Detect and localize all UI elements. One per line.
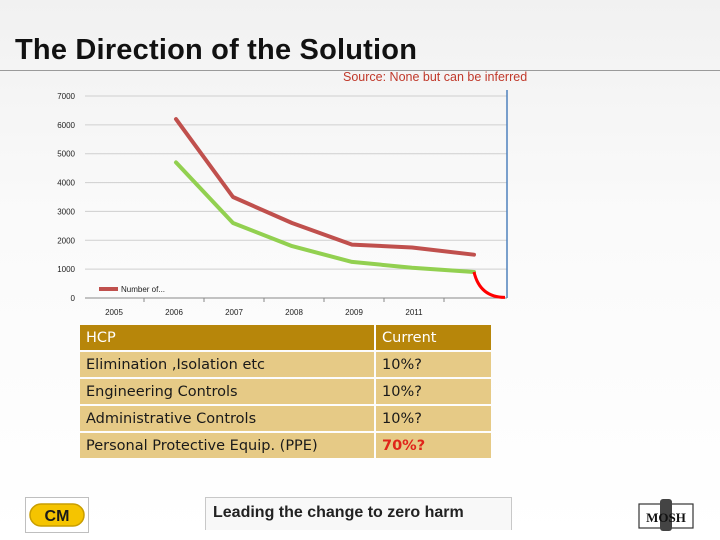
y-tick-label: 6000 bbox=[57, 121, 75, 130]
y-tick-label: 4000 bbox=[57, 179, 75, 188]
y-tick-label: 0 bbox=[71, 294, 76, 303]
table-cell-value-highlight: 70%? bbox=[376, 433, 491, 458]
annotation-curve bbox=[472, 271, 506, 299]
header-cell-hcp: HCP bbox=[80, 325, 374, 350]
chart-series bbox=[174, 117, 506, 299]
table-row: Engineering Controls 10%? bbox=[80, 379, 491, 404]
series-line-1 bbox=[174, 117, 476, 257]
chart-ticks: 0 1000 2000 3000 4000 5000 6000 7000 2005 2006 200… bbox=[57, 92, 423, 317]
x-tick-label: 2006 bbox=[165, 308, 183, 317]
table-cell-value: 10%? bbox=[376, 379, 491, 404]
y-tick-label: 5000 bbox=[57, 150, 75, 159]
x-tick-label: 2009 bbox=[345, 308, 363, 317]
legend-label: Number of... bbox=[121, 285, 165, 294]
legend-swatch bbox=[99, 287, 118, 291]
table-cell-value: 10%? bbox=[376, 352, 491, 377]
hcp-table: HCP Current Elimination ,Isolation etc 1… bbox=[78, 323, 493, 460]
x-tick-label: 2008 bbox=[285, 308, 303, 317]
table-row: Elimination ,Isolation etc 10%? bbox=[80, 352, 491, 377]
y-tick-label: 2000 bbox=[57, 236, 75, 245]
chart-axes bbox=[85, 90, 508, 302]
mosh-logo-text: MOSH bbox=[646, 510, 686, 525]
title-divider bbox=[0, 70, 720, 71]
table-cell-control: Elimination ,Isolation etc bbox=[80, 352, 374, 377]
x-tick-label: 2007 bbox=[225, 308, 243, 317]
y-tick-label: 3000 bbox=[57, 207, 75, 216]
plot-area bbox=[85, 96, 507, 298]
mosh-logo-icon: MOSH bbox=[638, 499, 694, 531]
footer-bar bbox=[205, 497, 512, 530]
table-cell-value: 10%? bbox=[376, 406, 491, 431]
mosh-logo: MOSH bbox=[638, 498, 694, 532]
y-tick-label: 1000 bbox=[57, 265, 75, 274]
x-tick-label: 2011 bbox=[405, 308, 423, 317]
chart-legend: Number of... bbox=[99, 285, 165, 294]
cm-logo-text: CM bbox=[45, 508, 70, 525]
table-row: Administrative Controls 10%? bbox=[80, 406, 491, 431]
x-tick-label: 2005 bbox=[105, 308, 123, 317]
chart-grid bbox=[85, 95, 507, 299]
table-row: Personal Protective Equip. (PPE) 70%? bbox=[80, 433, 491, 458]
table-cell-control: Administrative Controls bbox=[80, 406, 374, 431]
y-tick-label: 7000 bbox=[57, 92, 75, 101]
source-note: Source: None but can be inferred bbox=[343, 70, 528, 84]
series-line-2 bbox=[174, 160, 476, 274]
footer-tagline: Leading the change to zero harm bbox=[213, 504, 464, 521]
table-cell-control: Engineering Controls bbox=[80, 379, 374, 404]
line-chart: 0 1000 2000 3000 4000 5000 6000 7000 2005 2006 200… bbox=[57, 90, 508, 317]
table-cell-control: Personal Protective Equip. (PPE) bbox=[80, 433, 374, 458]
cm-logo: CM bbox=[25, 497, 89, 533]
page-title: The Direction of the Solution bbox=[15, 34, 418, 66]
table-header-row: HCP Current bbox=[80, 325, 491, 350]
header-cell-current: Current bbox=[376, 325, 491, 350]
cm-logo-icon: CM bbox=[29, 503, 85, 527]
